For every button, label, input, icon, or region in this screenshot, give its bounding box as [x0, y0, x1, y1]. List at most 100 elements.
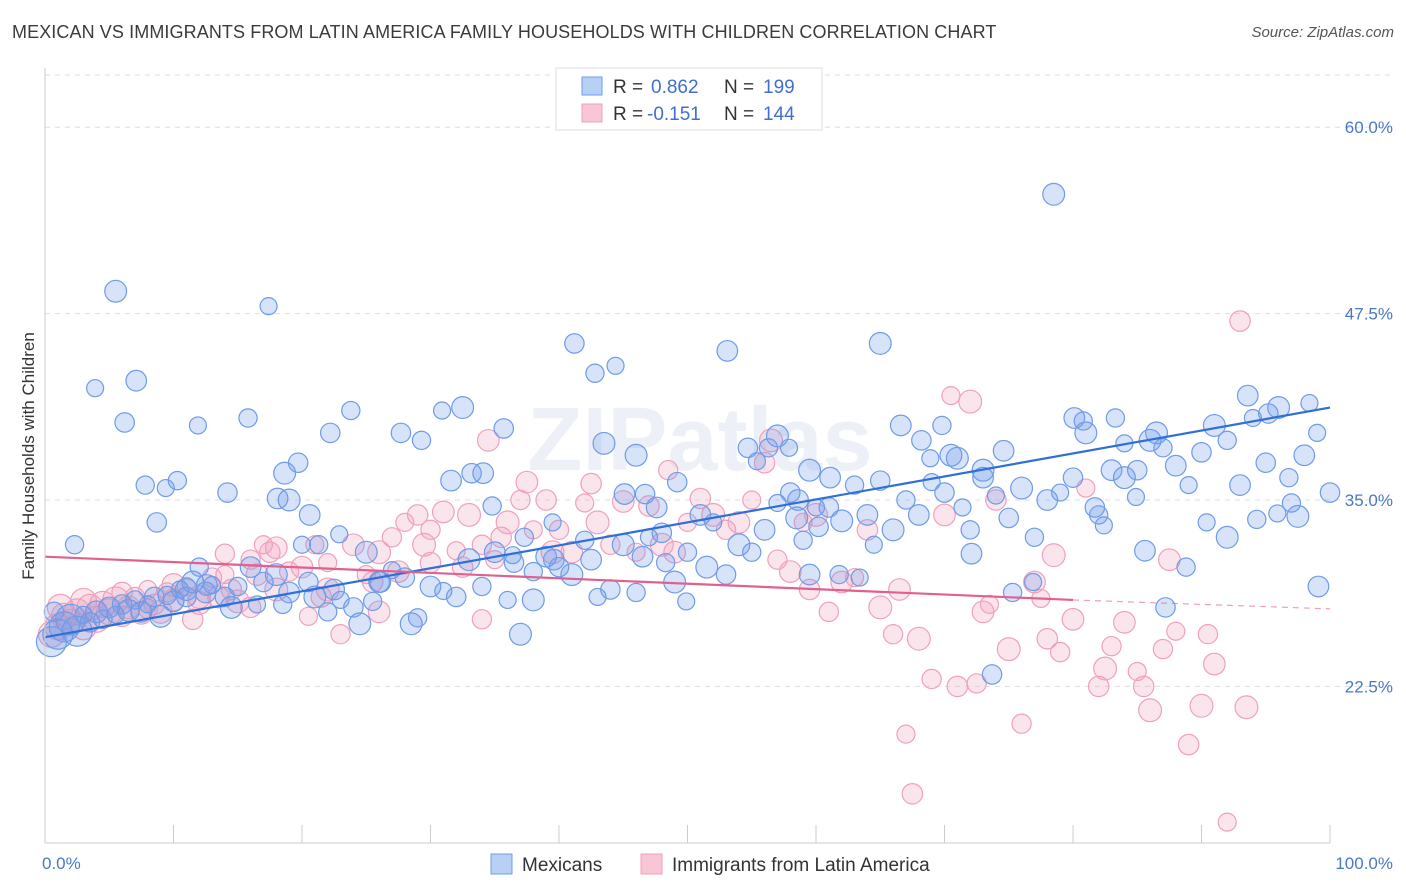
immigrants-point [933, 503, 956, 527]
mexicans-point [606, 356, 625, 375]
mexicans-point [645, 496, 668, 519]
mexicans-point [1191, 441, 1212, 463]
mexicans-point [445, 586, 467, 608]
immigrants-point [818, 601, 840, 623]
mexicans-point [411, 430, 432, 451]
immigrants-point [1152, 638, 1174, 660]
mexicans-point [277, 488, 301, 512]
mexicans-point [972, 466, 994, 489]
immigrants-point [896, 724, 916, 744]
immigrants-point [844, 567, 865, 588]
immigrants-point [868, 595, 893, 620]
mexicans-point [1300, 393, 1319, 413]
mexicans-point [348, 612, 372, 636]
immigrants-point [958, 389, 983, 414]
y-tick-label-2: 47.5% [1345, 305, 1393, 324]
mexicans-point [1164, 454, 1187, 477]
mexicans-point [808, 516, 829, 538]
mexicans-point [1074, 421, 1098, 445]
immigrants-point [626, 542, 646, 562]
mexicans-point [869, 470, 891, 491]
mexicans-point [472, 576, 492, 597]
immigrants-point [921, 668, 942, 690]
source-label: Source: ZipAtlas.com [1251, 24, 1394, 41]
mexicans-point [939, 443, 963, 467]
mexicans-point [998, 507, 1020, 529]
mexicans-point [986, 486, 1006, 505]
legend-n-value-mexicans: 199 [763, 77, 795, 98]
mexicans-point [319, 422, 341, 444]
immigrants-point [476, 428, 500, 452]
immigrants-point [1217, 812, 1237, 832]
mexicans-point [850, 568, 869, 587]
y-tick-label-3: 60.0% [1345, 118, 1393, 137]
mexicans-point [86, 379, 105, 398]
mexicans-point [911, 430, 932, 451]
mexicans-point [793, 530, 813, 550]
immigrants-point [495, 510, 520, 535]
immigrants-point [1049, 641, 1071, 663]
immigrants-point [1061, 607, 1085, 631]
immigrants-point [381, 527, 403, 548]
immigrants-point [1036, 627, 1059, 650]
mexicans-point [1084, 497, 1106, 518]
immigrants-point [1101, 635, 1122, 657]
mexicans-point [1051, 483, 1070, 502]
mexicans-point [1229, 474, 1251, 496]
immigrants-point [906, 626, 931, 651]
mexicans-point [1307, 575, 1330, 598]
immigrants-point [1112, 610, 1136, 634]
bottom-legend: Mexicans Immigrants from Latin America [490, 853, 930, 876]
mexicans-point [655, 552, 676, 573]
bottom-legend-mexicans: Mexicans [522, 855, 602, 876]
immigrants-point [1132, 675, 1155, 698]
immigrants-point [406, 504, 429, 526]
legend-n-label-1: N = [724, 77, 754, 98]
mexicans-point [1155, 597, 1176, 618]
mexicans-point [921, 449, 940, 468]
legend-r-label-1: R = [613, 77, 643, 98]
mexicans-point [856, 504, 879, 526]
immigrants-point [638, 495, 660, 517]
mexicans-point [1100, 459, 1123, 482]
immigrants-point [1041, 543, 1066, 568]
mexicans-point [634, 483, 656, 505]
mexicans-point [43, 601, 65, 623]
mexicans-point [189, 557, 209, 577]
legend-r-label-2: R = [613, 104, 643, 125]
mexicans-point [896, 490, 916, 510]
mexicans-point [600, 579, 621, 600]
mexicans-point [798, 458, 822, 482]
immigrants-point [46, 593, 75, 621]
mexicans-point [1126, 487, 1146, 507]
mexicans-point [945, 446, 969, 470]
mexicans-point [727, 533, 751, 557]
mexicans-point [613, 483, 636, 505]
immigrants-point [298, 606, 319, 626]
mexicans-point [162, 590, 185, 613]
mexicans-point [1319, 482, 1341, 503]
immigrants-point [1197, 624, 1219, 645]
immigrants-point [742, 490, 762, 510]
mexicans-point [542, 548, 565, 571]
mexicans-point [753, 518, 776, 541]
immigrants-point [111, 581, 133, 604]
immigrants-point [946, 675, 969, 698]
immigrants-points [37, 310, 1259, 832]
mexicans-point [934, 482, 955, 503]
immigrants-point [778, 560, 802, 583]
mexicans-point [167, 470, 188, 491]
mexicans-point [1105, 408, 1126, 428]
y-axis-title: Family Households with Children [19, 332, 38, 580]
immigrants-point [901, 782, 924, 805]
mexicans-point [1042, 182, 1066, 206]
mexicans-point [1126, 459, 1148, 481]
mexicans-point [174, 577, 198, 601]
immigrants-point [1166, 621, 1186, 641]
mexicans-point [114, 412, 135, 433]
mexicans-point [106, 605, 125, 624]
mexicans-point [960, 542, 983, 565]
mexicans-point [624, 443, 648, 467]
immigrants-point [318, 553, 338, 573]
mexicans-point [677, 542, 698, 562]
